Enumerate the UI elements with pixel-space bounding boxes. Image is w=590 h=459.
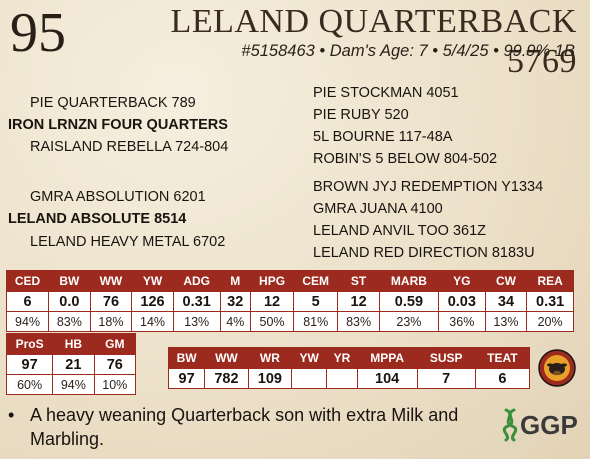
epd-value-row: 6 0.0 76 126 0.31 32 12 5 12 0.59 0.03 3… xyxy=(5,291,574,312)
index-percentile-row: 60% 94% 10% xyxy=(5,374,137,395)
epd-percentile-cell: 13% xyxy=(484,311,528,332)
index-percentile-cell: 94% xyxy=(52,374,95,395)
actuals-value-cell xyxy=(291,368,328,389)
epd-percentile-cell: 23% xyxy=(378,311,439,332)
actuals-value-cell: 97 xyxy=(167,368,206,389)
pedigree-sds: 5L BOURNE 117-48A xyxy=(313,129,453,145)
ggp-logo-text: GGP xyxy=(520,410,578,440)
pedigree-dsd: GMRA JUANA 4100 xyxy=(313,201,443,217)
actuals-value-cell xyxy=(326,368,358,389)
epd-value-cell: 6 xyxy=(5,291,50,312)
epd-value-cell: 34 xyxy=(484,291,528,312)
epd-percentile-cell: 83% xyxy=(337,311,380,332)
epd-percentile-cell: 4% xyxy=(219,311,251,332)
index-header-cell: ProS xyxy=(5,333,54,355)
epd-percentile-cell: 13% xyxy=(172,311,221,332)
epd-header-cell: YW xyxy=(131,270,174,292)
epd-percentile-cell: 50% xyxy=(249,311,295,332)
pedigree-ssd: PIE RUBY 520 xyxy=(313,107,409,123)
index-value-cell: 76 xyxy=(93,354,137,375)
epd-percentile-cell: 36% xyxy=(437,311,486,332)
epd-header-cell: HPG xyxy=(249,270,295,292)
epd-percentile-cell: 14% xyxy=(131,311,174,332)
actuals-value-cell: 782 xyxy=(204,368,249,389)
epd-header-cell: ADG xyxy=(172,270,221,292)
index-table: ProS HB GM 97 21 76 60% 94% 10% xyxy=(5,333,137,395)
comment-text: A heavy weaning Quarterback son with ext… xyxy=(30,405,459,449)
index-value-cell: 21 xyxy=(52,354,95,375)
index-value-cell: 97 xyxy=(5,354,54,375)
epd-table: CED BW WW YW ADG M HPG CEM ST MARB YG CW… xyxy=(5,270,574,332)
epd-header-cell: YG xyxy=(437,270,486,292)
epd-header-cell: REA xyxy=(526,270,574,292)
epd-value-cell: 0.59 xyxy=(378,291,439,312)
actuals-header-cell: BW xyxy=(167,347,206,369)
pedigree-dam: LELAND ABSOLUTE 8514 xyxy=(8,211,187,227)
epd-percentile-cell: 83% xyxy=(48,311,91,332)
bullet-icon: • xyxy=(8,405,15,425)
ggp-logo: GGP xyxy=(500,404,585,444)
registration-line: #5158463 • Dam's Age: 7 • 5/4/25 • 99.9%… xyxy=(241,42,575,60)
actuals-value-cell: 109 xyxy=(247,368,293,389)
actuals-header-cell: WR xyxy=(247,347,293,369)
pedigree-dam-sire: GMRA ABSOLUTION 6201 xyxy=(30,189,206,205)
index-header-row: ProS HB GM xyxy=(5,333,137,355)
breed-logo-icon xyxy=(537,348,577,388)
epd-value-cell: 0.31 xyxy=(172,291,221,312)
actuals-table: BW WW WR YW YR MPPA SUSP TEAT 97 782 109… xyxy=(167,347,531,389)
epd-value-cell: 126 xyxy=(131,291,174,312)
epd-header-cell: WW xyxy=(89,270,133,292)
epd-value-cell: 76 xyxy=(89,291,133,312)
epd-header-cell: BW xyxy=(48,270,91,292)
actuals-header-cell: WW xyxy=(204,347,249,369)
actuals-header-cell: SUSP xyxy=(416,347,476,369)
pedigree-sss: PIE STOCKMAN 4051 xyxy=(313,85,459,101)
actuals-header-cell: MPPA xyxy=(356,347,418,369)
index-header-cell: GM xyxy=(93,333,137,355)
pedigree-ddd: LELAND RED DIRECTION 8183U xyxy=(313,245,535,261)
actuals-value-row: 97 782 109 104 7 6 xyxy=(167,368,531,389)
actuals-value-cell: 6 xyxy=(474,368,531,389)
epd-header-cell: M xyxy=(219,270,251,292)
actuals-header-cell: YR xyxy=(326,347,358,369)
actuals-header-cell: YW xyxy=(291,347,328,369)
pedigree-dss: BROWN JYJ REDEMPTION Y1334 xyxy=(313,179,544,195)
epd-percentile-row: 94% 83% 18% 14% 13% 4% 50% 81% 83% 23% 3… xyxy=(5,311,574,332)
epd-value-cell: 32 xyxy=(219,291,251,312)
actuals-value-cell: 7 xyxy=(416,368,476,389)
pedigree-dam-dam: LELAND HEAVY METAL 6702 xyxy=(30,234,226,250)
lot-number: 95 xyxy=(10,2,66,64)
epd-header-cell: CEM xyxy=(293,270,339,292)
actuals-header-cell: TEAT xyxy=(474,347,531,369)
actuals-header-row: BW WW WR YW YR MPPA SUSP TEAT xyxy=(167,347,531,369)
actuals-value-cell: 104 xyxy=(356,368,418,389)
index-value-row: 97 21 76 xyxy=(5,354,137,375)
epd-percentile-cell: 20% xyxy=(526,311,574,332)
epd-value-cell: 0.31 xyxy=(526,291,574,312)
epd-header-cell: CW xyxy=(484,270,528,292)
animal-name: LELAND QUARTERBACK 5769 xyxy=(170,3,577,80)
pedigree-sdd: ROBIN'S 5 BELOW 804-502 xyxy=(313,151,498,167)
epd-header-cell: MARB xyxy=(378,270,439,292)
pedigree-sire-dam: RAISLAND REBELLA 724-804 xyxy=(30,139,229,155)
index-header-cell: HB xyxy=(52,333,95,355)
index-percentile-cell: 60% xyxy=(5,374,54,395)
pedigree-sire: IRON LRNZN FOUR QUARTERS xyxy=(8,117,228,133)
pedigree-sire-sire: PIE QUARTERBACK 789 xyxy=(30,95,196,111)
epd-percentile-cell: 81% xyxy=(293,311,339,332)
pedigree-dds: LELAND ANVIL TOO 361Z xyxy=(313,223,487,239)
epd-percentile-cell: 94% xyxy=(5,311,50,332)
index-percentile-cell: 10% xyxy=(93,374,137,395)
epd-header-cell: ST xyxy=(337,270,380,292)
epd-value-cell: 12 xyxy=(249,291,295,312)
epd-header-cell: CED xyxy=(5,270,50,292)
epd-value-cell: 12 xyxy=(337,291,380,312)
epd-percentile-cell: 18% xyxy=(89,311,133,332)
epd-value-cell: 5 xyxy=(293,291,339,312)
epd-value-cell: 0.0 xyxy=(48,291,91,312)
epd-value-cell: 0.03 xyxy=(437,291,486,312)
epd-header-row: CED BW WW YW ADG M HPG CEM ST MARB YG CW… xyxy=(5,270,574,292)
